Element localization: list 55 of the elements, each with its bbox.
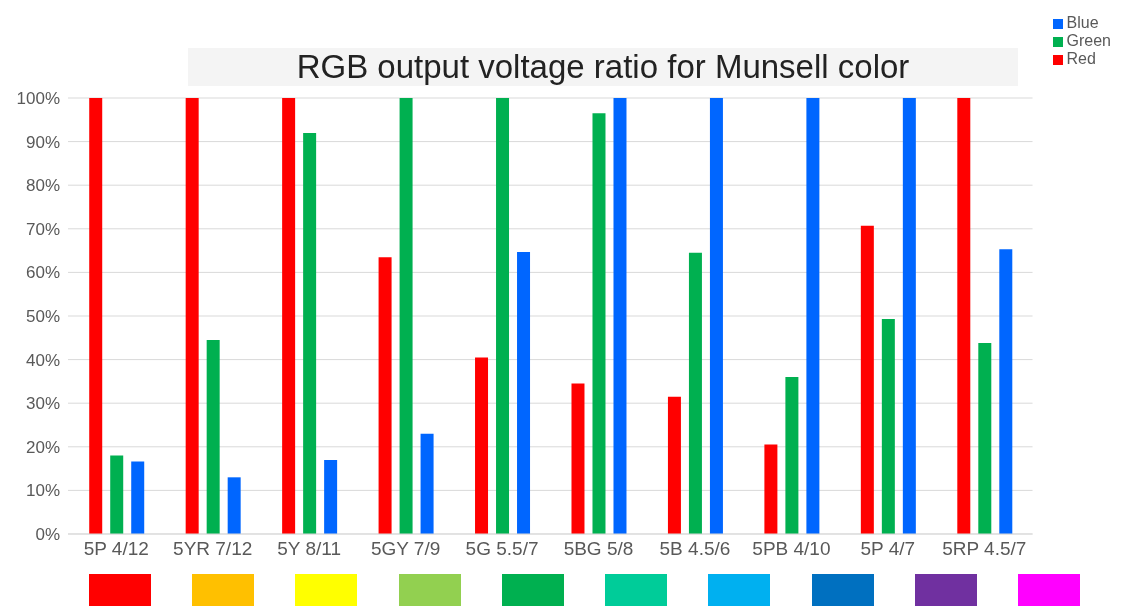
bar [475, 357, 489, 534]
y-tick-label: 80% [25, 176, 60, 196]
x-tick-label: 5P 4/7 [860, 538, 916, 560]
bar [206, 339, 220, 534]
bar [110, 455, 124, 534]
bar [806, 98, 820, 534]
bar [592, 113, 606, 534]
legend-label: Blue [1066, 14, 1099, 31]
bar [999, 249, 1013, 534]
bar [378, 257, 392, 534]
bar [709, 98, 723, 534]
bar [613, 98, 627, 534]
bar [860, 225, 874, 534]
y-tick-label: 100% [16, 89, 60, 109]
x-tick-label: 5G 5.5/7 [465, 538, 539, 560]
bar [89, 98, 103, 534]
y-tick-label: 20% [25, 437, 60, 457]
y-tick-label: 70% [25, 219, 60, 239]
bar [902, 98, 916, 534]
bar [667, 396, 681, 534]
bar [282, 98, 296, 534]
bar [324, 459, 338, 534]
bar [131, 461, 145, 534]
bar [764, 444, 778, 534]
bar [303, 132, 317, 534]
legend-label: Green [1066, 32, 1111, 49]
bar [185, 98, 199, 534]
y-tick-label: 10% [25, 481, 60, 501]
bar [399, 98, 413, 534]
bar [227, 477, 241, 534]
y-tick-label: 60% [25, 263, 60, 283]
x-tick-label: 5Y 8/11 [277, 538, 342, 560]
x-tick-label: 5B 4.5/6 [659, 538, 731, 560]
bar [978, 343, 992, 534]
x-tick-label: 5GY 7/9 [370, 538, 441, 560]
bar [785, 377, 799, 534]
x-tick-label: 5P 4/12 [83, 538, 149, 560]
bar [517, 251, 531, 534]
x-tick-label: 5YR 7/12 [173, 538, 253, 560]
bar [571, 383, 585, 534]
y-tick-label: 90% [25, 132, 60, 152]
x-tick-label: 5PB 4/10 [752, 538, 831, 560]
chart-title: RGB output voltage ratio for Munsell color [188, 48, 1018, 86]
bar [688, 252, 702, 534]
x-tick-label: 5BG 5/8 [563, 538, 634, 560]
y-tick-label: 0% [35, 525, 60, 545]
y-tick-label: 50% [25, 307, 60, 327]
legend-label: Red [1066, 50, 1096, 67]
bar [881, 319, 895, 534]
bar [957, 98, 971, 534]
bar [496, 98, 510, 534]
bar [420, 433, 434, 534]
x-tick-label: 5RP 4.5/7 [942, 538, 1027, 560]
y-tick-label: 40% [25, 350, 60, 370]
y-tick-label: 30% [25, 394, 60, 414]
